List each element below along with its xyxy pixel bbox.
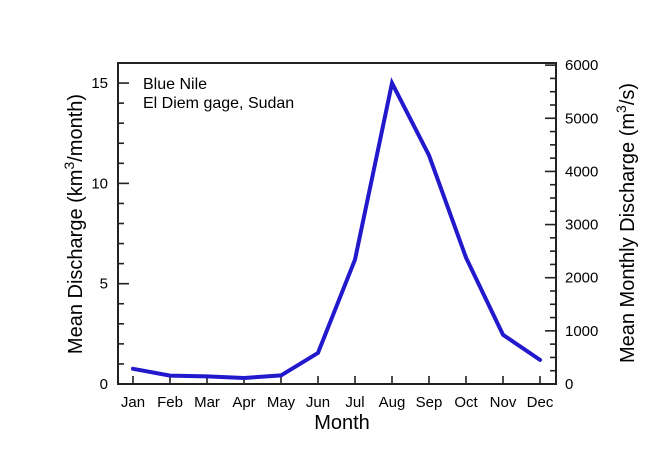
y-right-tick-label: 0 xyxy=(565,376,573,393)
x-month-tick-label: May xyxy=(267,394,296,411)
axis-tick-labels: 0 5 10 15 0 1000 2000 3000 4000 5000 6000 Jan Feb Mar… xyxy=(91,57,598,411)
x-month-tick-label: Dec xyxy=(527,394,554,411)
y-right-tick-label: 6000 xyxy=(565,57,598,74)
x-month-tick-label: Oct xyxy=(454,394,478,411)
y-left-tick-label: 5 xyxy=(100,276,108,293)
y-axis-right-title-pre: Mean Monthly Discharge (m xyxy=(617,113,639,363)
discharge-line-series xyxy=(131,77,542,381)
x-month-tick-label: Aug xyxy=(379,394,406,411)
y-axis-left-title-pre: Mean Discharge (km xyxy=(65,170,87,355)
x-month-tick-label: Mar xyxy=(194,394,220,411)
y-right-tick-label: 2000 xyxy=(565,270,598,287)
x-month-tick-label: Feb xyxy=(157,394,183,411)
axis-ticks xyxy=(118,64,556,385)
x-axis-title: Month xyxy=(314,412,370,434)
x-month-tick-label: Apr xyxy=(232,394,255,411)
x-month-tick-label: Jul xyxy=(345,394,364,411)
y-right-tick-label: 1000 xyxy=(565,323,598,340)
x-month-tick-label: Jun xyxy=(306,394,330,411)
x-month-tick-label: Nov xyxy=(490,394,517,411)
y-axis-right-title-post: /s) xyxy=(617,83,639,105)
y-right-tick-label: 3000 xyxy=(565,217,598,234)
y-axis-right-title-sup: 3 xyxy=(613,105,629,113)
y-right-tick-label: 4000 xyxy=(565,163,598,180)
y-left-tick-label: 10 xyxy=(91,175,108,192)
x-month-tick-label: Jan xyxy=(121,394,145,411)
y-axis-left-title: Mean Discharge (km3/month) xyxy=(61,94,87,354)
annotation-station-line2: El Diem gage, Sudan xyxy=(143,95,294,112)
y-axis-left-title-sup: 3 xyxy=(61,162,77,170)
y-axis-right-title: Mean Monthly Discharge (m3/s) xyxy=(613,83,639,363)
annotation-station-line1: Blue Nile xyxy=(143,76,207,93)
y-left-tick-label: 15 xyxy=(91,75,108,92)
x-month-tick-label: Sep xyxy=(416,394,443,411)
y-left-tick-label: 0 xyxy=(100,376,108,393)
y-axis-left-title-post: /month) xyxy=(65,94,87,162)
y-right-tick-label: 5000 xyxy=(565,110,598,127)
